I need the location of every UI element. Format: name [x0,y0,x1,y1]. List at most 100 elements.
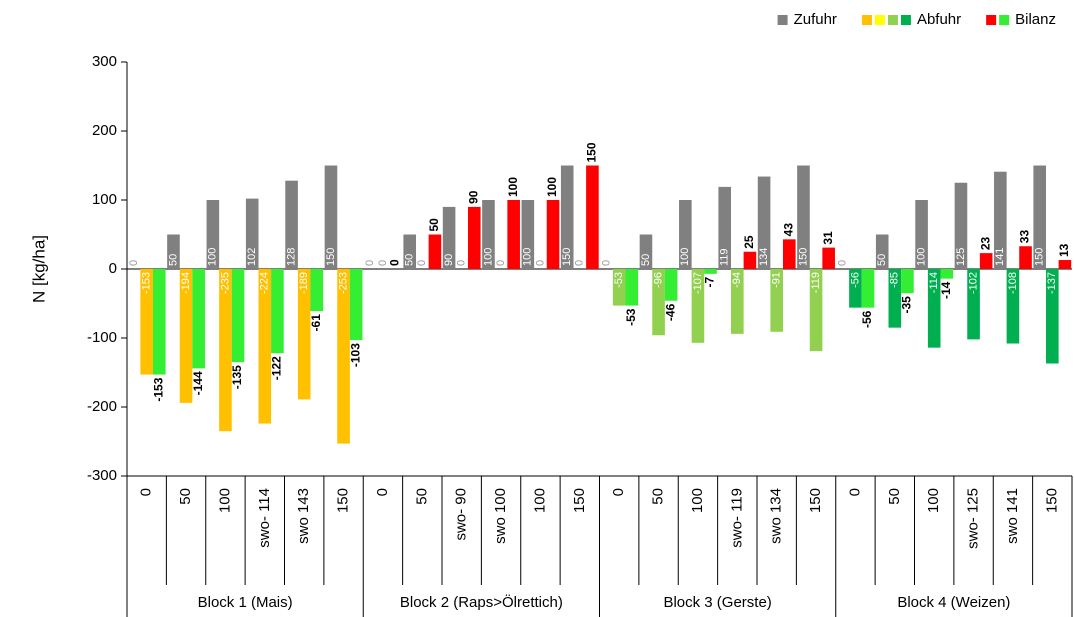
x-tick-label: 150 [1043,488,1060,513]
bar [782,239,796,269]
x-tick-label: 50 [650,488,667,505]
value-label: 90 [443,254,455,266]
bar [915,200,928,269]
bar [324,165,338,269]
value-label: 128 [285,248,297,266]
bar [809,269,823,352]
x-tick-label: 150 [571,488,588,513]
bar [467,206,481,269]
value-label: 0 [364,260,376,266]
bar [192,269,205,369]
legend-label: Zufuhr [794,11,837,28]
x-tick-label: swo 141 [1004,488,1021,544]
bar [940,269,954,279]
value-label: -46 [663,303,677,321]
bar [652,269,665,336]
x-tick-label: swo 143 [295,488,312,544]
value-label: 141 [994,248,1006,266]
value-label: 119 [719,248,731,266]
bar [152,269,166,375]
bar [219,269,232,432]
bar [743,251,757,269]
bar [901,269,914,294]
bar [310,269,324,312]
x-tick-label: 150 [807,488,824,513]
bar [586,165,599,269]
bar [875,234,889,269]
value-label: -194 [180,272,192,294]
value-label: -114 [928,272,940,293]
bar [927,269,941,348]
value-label: -108 [1007,272,1019,294]
value-label: 100 [522,248,534,266]
legend-swatch [861,15,872,25]
x-tick-label: swo 134 [768,488,785,544]
bar [258,269,272,424]
bar [704,269,717,274]
value-label: -85 [889,272,901,288]
bar [507,200,520,269]
value-label: -189 [298,272,310,294]
value-label: 25 [742,235,756,249]
x-tick-label: swo- 119 [728,488,745,548]
value-label: -119 [810,272,822,293]
value-label: -91 [771,272,783,288]
legend-swatch [777,15,788,25]
value-label: 150 [325,248,337,266]
bar [245,198,259,269]
value-label: -107 [692,272,704,294]
value-label: 90 [466,190,480,204]
bar [770,269,783,332]
value-label: -122 [270,356,284,380]
bar [546,200,560,269]
value-label: -235 [219,272,231,294]
x-tick-label: 0 [610,488,627,496]
value-label: 50 [427,218,441,232]
legend-label: Abfuhr [917,11,961,28]
legend-label: Bilanz [1015,11,1056,28]
x-tick-label: 0 [374,488,391,496]
bar [691,269,705,343]
x-tick-label: swo- 90 [453,488,470,541]
x-tick-label: 100 [925,488,942,513]
value-label: 150 [1034,248,1046,266]
bar [822,247,835,269]
bar [140,269,153,375]
bar [718,186,732,269]
bar [179,269,193,403]
group-label: Block 3 (Gerste) [663,594,771,611]
y-tick-label: 300 [92,53,117,70]
bar [1006,269,1020,344]
value-label: 50 [640,254,652,266]
bar [297,269,311,400]
x-tick-label: 100 [531,488,548,513]
value-label: 13 [1057,243,1071,257]
value-label: -56 [860,310,874,328]
bar [861,269,875,308]
x-tick-label: 100 [689,488,706,513]
value-label: -61 [309,314,323,332]
bar [349,269,363,341]
value-label: -35 [900,296,914,314]
value-label: -53 [624,308,638,326]
value-label: -96 [652,272,664,288]
value-label: -7 [703,277,717,288]
value-label: 0 [388,259,402,266]
bar [231,269,245,363]
bar [337,269,350,444]
value-label: -153 [141,272,153,294]
value-label: -144 [191,371,205,395]
legend-swatch [887,15,898,25]
value-label: -224 [259,272,271,294]
value-label: 0 [416,260,428,266]
value-label: -53 [613,272,625,288]
legend-swatch [900,15,911,25]
value-label: -14 [939,281,953,299]
bar [849,269,862,308]
bar [1033,165,1047,269]
value-label: 0 [600,260,612,266]
bar [1019,246,1032,269]
value-label: 0 [377,260,389,266]
bar [442,206,456,269]
value-label: 102 [246,248,258,266]
